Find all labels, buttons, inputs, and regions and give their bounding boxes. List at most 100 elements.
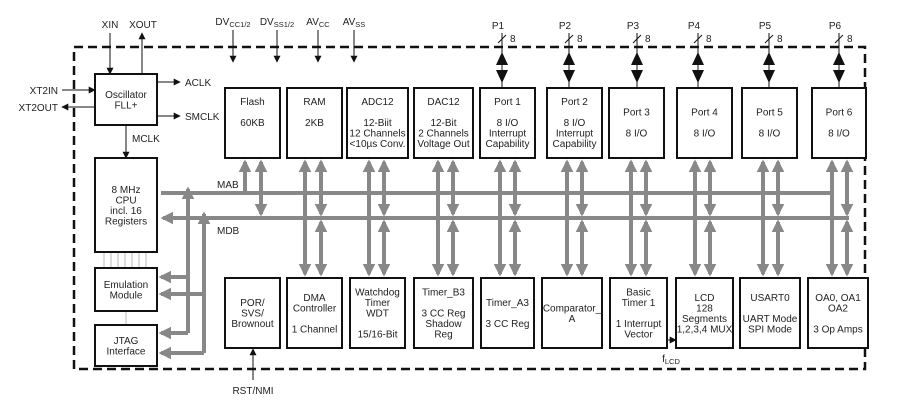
block-label-line: ADC12	[361, 97, 394, 108]
block-label-line: 8 I/O	[497, 118, 519, 129]
block-label-line: incl. 16	[110, 206, 142, 217]
block-label-line: Port 4	[691, 108, 718, 119]
block-label-line: Port 6	[826, 108, 853, 119]
bus-width-slash	[632, 34, 642, 44]
mdb-label: MDB	[217, 226, 240, 237]
block-label-line: CPU	[115, 195, 136, 206]
block-flash: Flash 60KB	[224, 87, 281, 159]
block-label-line: 3 CC Reg	[422, 309, 466, 320]
label-layer: XIN XOUT XT2IN XT2OUT ACLK SMCLK MCLK RST/NMI MA…	[19, 17, 853, 397]
block-label-line: 12-Bit	[430, 118, 456, 129]
block-box	[676, 87, 733, 159]
power-pin-label: AVSS	[343, 17, 366, 29]
power-pin-label: DVCC1/2	[215, 17, 250, 29]
flcd-label-main: f	[662, 354, 665, 365]
block-label-line: POR/	[240, 298, 265, 309]
bidirectional-arrow-icon	[631, 52, 643, 83]
bus-width-slash	[497, 34, 507, 44]
block-label-line: Comparator_	[543, 303, 602, 314]
block-label-line: Capability	[553, 139, 597, 150]
block-box	[349, 277, 406, 349]
mab-label: MAB	[217, 180, 239, 191]
block-por: POR/SVS/Brownout	[224, 277, 281, 349]
power-pin-label-subscript: CC1/2	[229, 20, 250, 29]
block-label-line: 1,2,3,4 MUX	[677, 324, 733, 335]
power-pin-label-subscript: SS	[355, 20, 365, 29]
bus-width-label: 8	[777, 34, 783, 45]
power-pin-label: DVSS1/2	[260, 17, 294, 29]
block-label-line: 2 Channels	[418, 129, 469, 140]
block-label-line: Timer_B3	[422, 288, 465, 299]
block-timer-a3: Timer_A3 3 CC Reg	[480, 277, 535, 349]
block-label-line: 2KB	[305, 118, 324, 129]
block-label-line: SPI Mode	[748, 324, 792, 335]
bidirectional-arrow-icon	[692, 52, 704, 83]
block-label-line: Interrupt	[556, 129, 593, 140]
block-ram: RAM 2KB	[286, 87, 343, 159]
block-box	[224, 277, 281, 349]
bidirectional-arrow-icon	[833, 52, 845, 83]
block-box	[739, 277, 801, 349]
block-label-line: Port 3	[623, 108, 650, 119]
block-port4: Port 4 8 I/O	[676, 87, 733, 159]
block-label-line: FLL+	[114, 100, 137, 111]
block-label-line: A	[569, 314, 576, 325]
block-port6: Port 6 8 I/O	[811, 87, 867, 159]
block-label-line: Emulation	[104, 280, 148, 291]
block-box	[413, 277, 474, 349]
block-label-line: OA0, OA1	[815, 293, 861, 304]
block-box	[546, 87, 603, 159]
block-label-line: SVS/	[241, 309, 264, 320]
bidirectional-arrow-icon	[763, 52, 775, 83]
block-label-line: Capability	[486, 139, 530, 150]
block-label-line: Module	[110, 290, 143, 301]
block-box	[811, 87, 867, 159]
block-label-line: Controller	[293, 303, 337, 314]
port-pin-label: P1	[492, 21, 505, 32]
block-label-line: 8 I/O	[828, 129, 850, 140]
block-label-line: Registers	[105, 216, 147, 227]
block-label-line: Flash	[240, 97, 264, 108]
bus-width-label: 8	[847, 34, 853, 45]
bidirectional-arrow-icon	[563, 52, 575, 83]
xout-label: XOUT	[129, 20, 157, 31]
block-label-line: Reg	[434, 330, 452, 341]
power-pin-label-subscript: CC	[319, 20, 330, 29]
block-label-line: Port 1	[494, 97, 521, 108]
power-pin-label-main: AV	[306, 17, 319, 28]
xt2out-label: XT2OUT	[19, 103, 58, 114]
block-box	[608, 87, 665, 159]
block-label-line: Basic	[626, 288, 650, 299]
block-label-line: 60KB	[240, 118, 265, 129]
block-label-line: Timer 1	[622, 298, 656, 309]
bidirectional-arrow-icon	[496, 52, 508, 83]
port-pin-label: P2	[559, 21, 572, 32]
block-label-line: 15/16-Bit	[357, 330, 397, 341]
block-label-line: Segments	[682, 314, 727, 325]
block-label-line: 8 I/O	[759, 129, 781, 140]
block-box	[94, 324, 158, 367]
block-label-line: Interrupt	[489, 129, 526, 140]
bus-layer	[103, 159, 854, 360]
block-box	[286, 87, 343, 159]
block-label-line: Oscillator	[105, 90, 147, 101]
power-pin-label-main: AV	[343, 17, 356, 28]
block-label-line: Shadow	[425, 319, 462, 330]
rst-nmi-label: RST/NMI	[232, 386, 273, 397]
port-pin-label: P5	[759, 21, 772, 32]
block-box	[413, 87, 474, 159]
block-label-line: 8 I/O	[564, 118, 586, 129]
block-box	[346, 87, 409, 159]
block-box	[480, 277, 535, 349]
port-pin-label: P4	[688, 21, 701, 32]
port-pin-label: P6	[829, 21, 842, 32]
block-label-line: <10µs Conv.	[350, 139, 406, 150]
